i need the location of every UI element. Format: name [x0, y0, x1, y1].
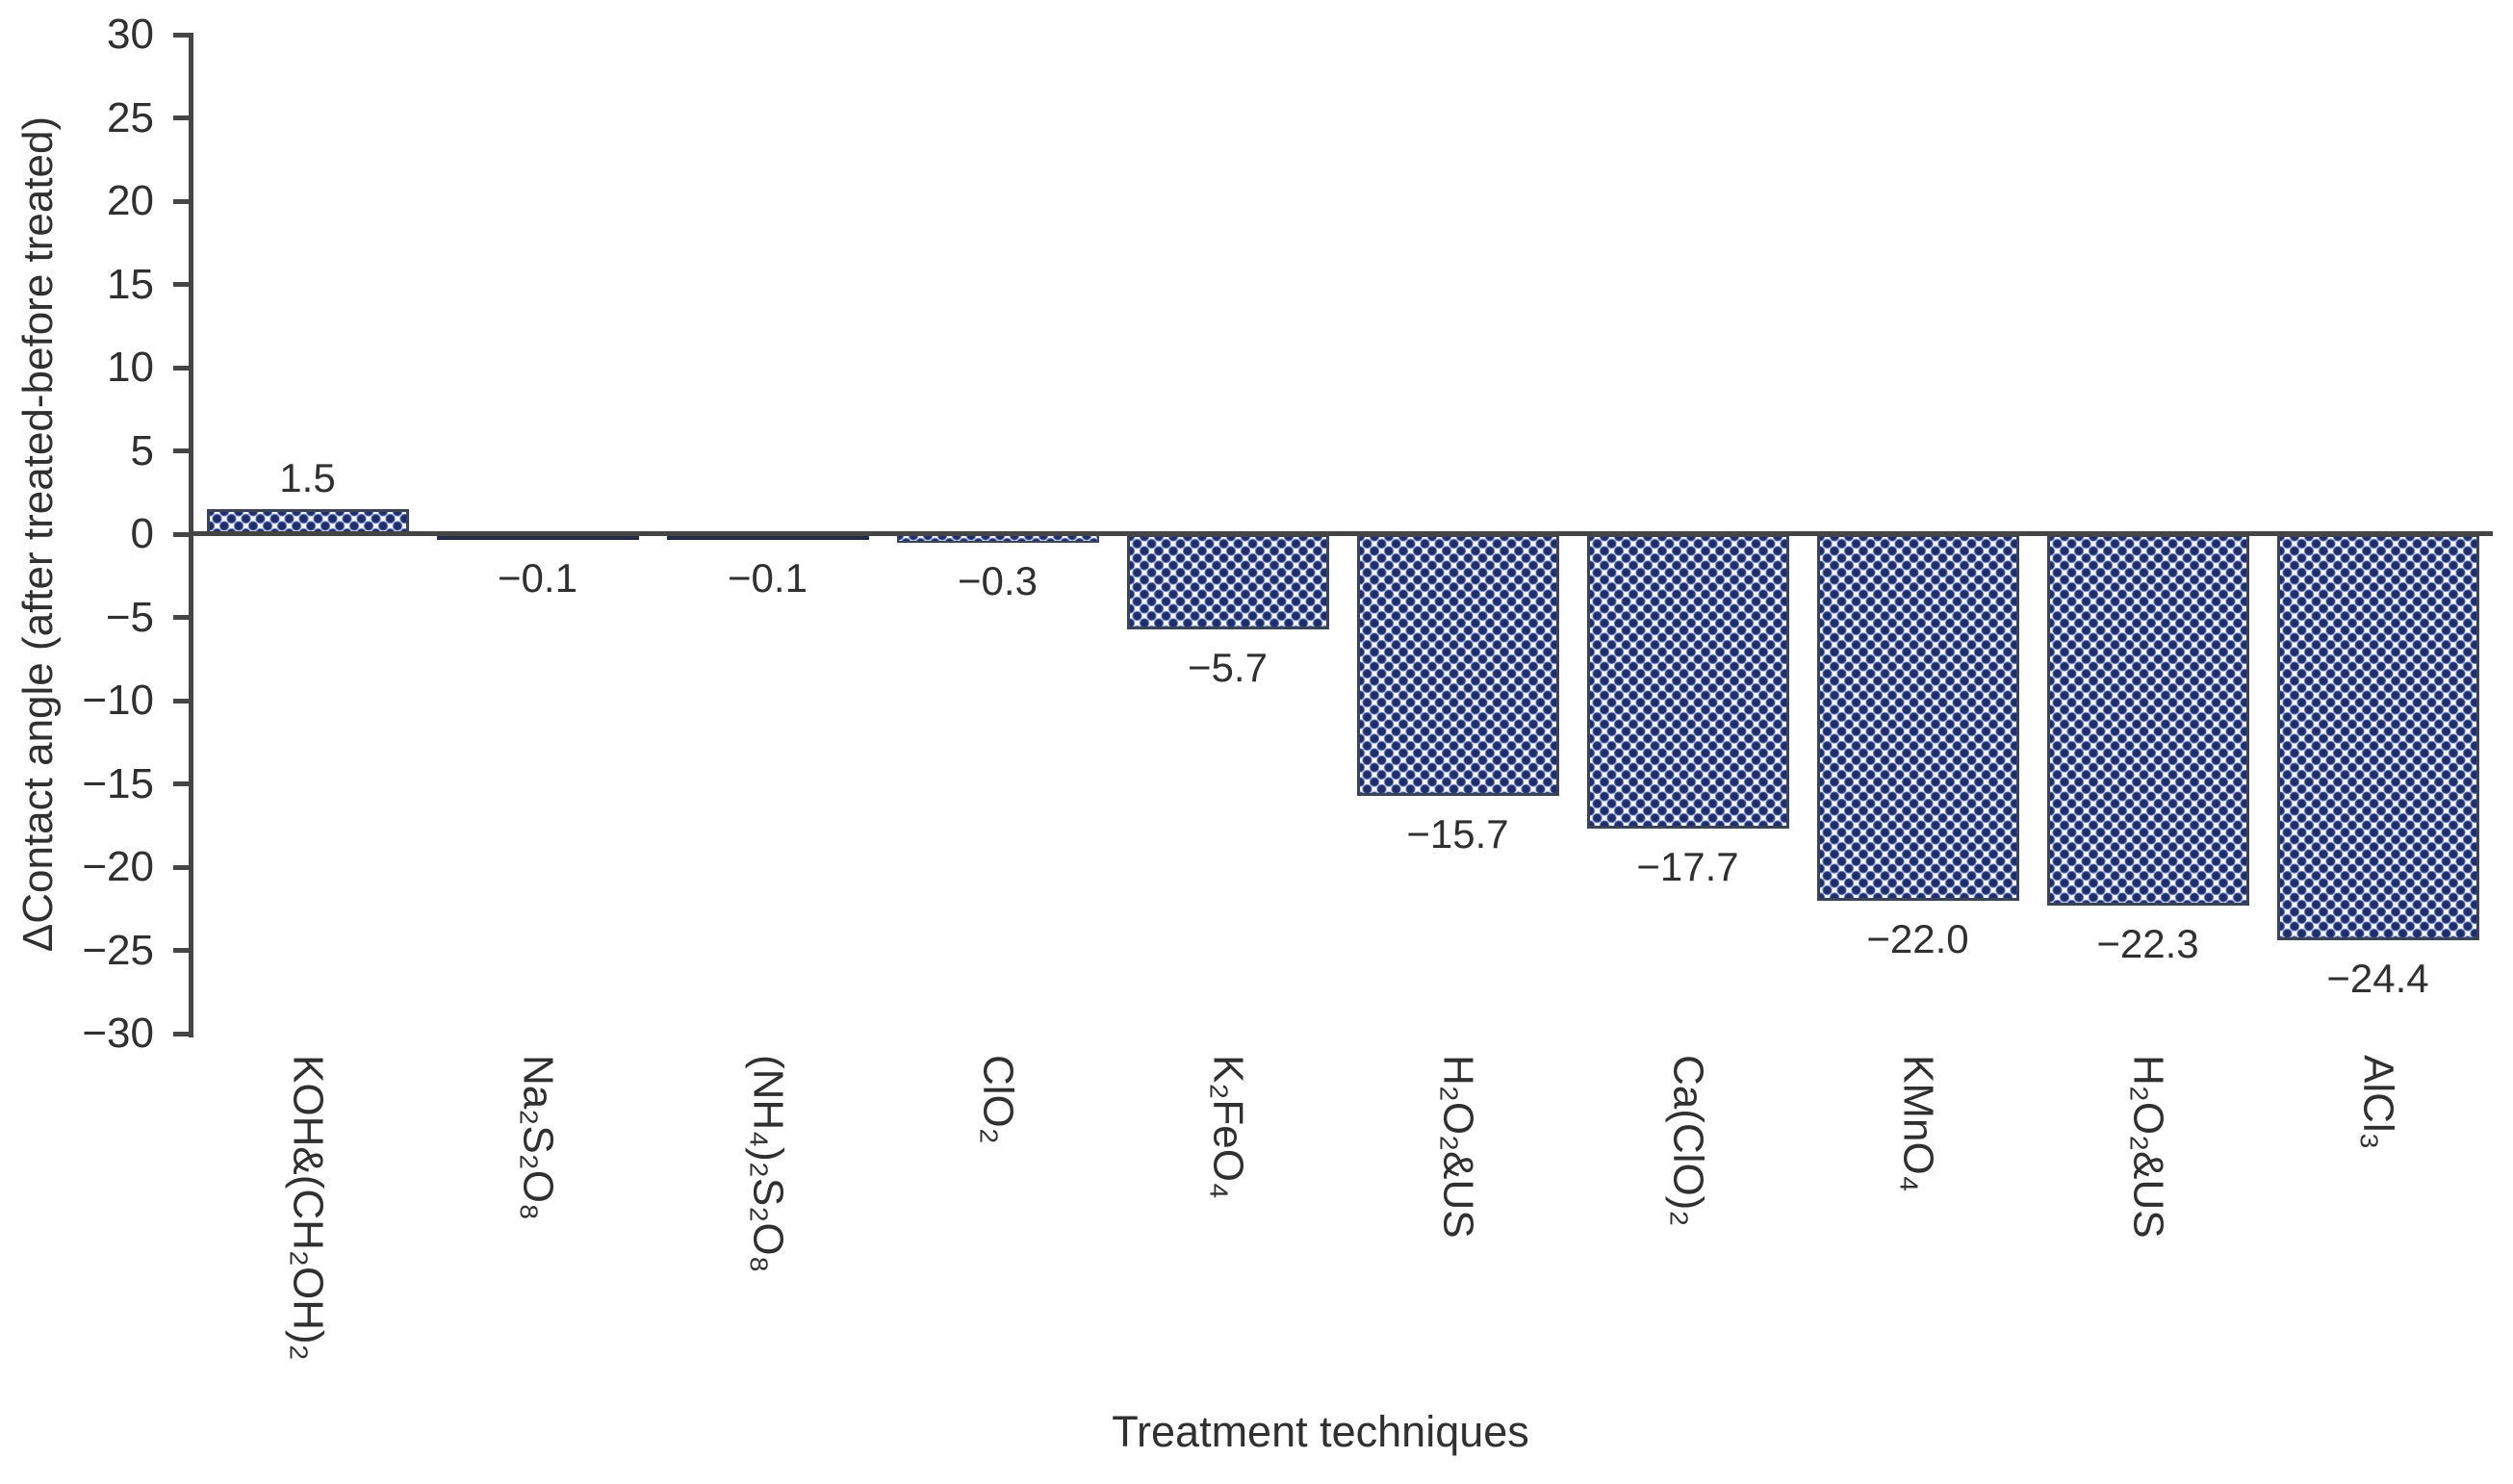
y-tick-label: 5 [130, 426, 154, 474]
bar-6 [1356, 534, 1559, 796]
bar-3 [666, 534, 869, 540]
bar-9 [2046, 534, 2249, 906]
bar-2 [436, 534, 639, 540]
y-tick-label: −5 [105, 593, 154, 641]
value-label-6: −15.7 [1406, 810, 1509, 857]
y-tick-label: 25 [107, 93, 154, 141]
y-tick-mark [173, 115, 189, 120]
y-tick-label: 30 [107, 11, 154, 58]
value-label-4: −0.3 [958, 558, 1038, 603]
y-tick-mark [173, 948, 189, 953]
y-tick-label: −20 [82, 843, 154, 890]
y-tick-mark [173, 781, 189, 786]
category-label-4: ClO₂ [974, 1055, 1022, 1144]
category-label-6: H₂O₂&US [1434, 1055, 1482, 1239]
y-tick-mark [173, 1031, 189, 1036]
value-label-5: −5.7 [1188, 644, 1268, 690]
y-tick-label: −30 [82, 1010, 154, 1057]
bar-8 [1816, 534, 2019, 901]
y-tick-mark [173, 198, 189, 204]
category-label-7: Ca(ClO)₂ [1664, 1055, 1712, 1227]
bar-10 [2276, 534, 2479, 941]
category-label-1: KOH&(CH₂OH)₂ [284, 1055, 332, 1361]
y-tick-label: −25 [82, 926, 154, 974]
zero-baseline [189, 531, 2493, 536]
bar-5 [1126, 534, 1329, 629]
value-label-8: −22.0 [1866, 915, 1969, 961]
y-tick-mark [173, 698, 189, 704]
category-label-3: (NH₄)₂S₂O₈ [744, 1055, 792, 1273]
value-label-7: −17.7 [1636, 844, 1739, 890]
x-axis-title: Treatment techniques [1112, 1407, 1529, 1456]
value-label-2: −0.1 [498, 555, 577, 601]
y-tick-mark [173, 365, 189, 371]
y-tick-label: 20 [107, 177, 154, 224]
bar-7 [1586, 534, 1789, 830]
value-label-3: −0.1 [728, 555, 808, 601]
category-label-8: KMnO₄ [1894, 1055, 1942, 1192]
y-tick-mark [173, 531, 189, 537]
y-tick-mark [173, 448, 189, 453]
y-tick-label: 15 [107, 260, 154, 308]
category-label-9: H₂O₂&US [2124, 1055, 2172, 1239]
y-tick-label: −15 [82, 759, 154, 807]
category-label-2: Na₂S₂O₈ [514, 1055, 562, 1221]
value-label-10: −24.4 [2326, 956, 2429, 1002]
y-tick-label: 0 [130, 510, 154, 557]
y-tick-mark [173, 615, 189, 620]
y-tick-label: −10 [82, 677, 154, 724]
y-tick-mark [173, 282, 189, 287]
value-label-1: 1.5 [279, 455, 336, 501]
category-label-10: AlCl₃ [2354, 1055, 2402, 1150]
category-label-5: K₂FeO₄ [1204, 1055, 1252, 1199]
y-tick-mark [173, 32, 189, 38]
value-label-9: −22.3 [2096, 920, 2199, 966]
y-tick-mark [173, 864, 189, 870]
y-tick-label: 10 [107, 344, 154, 391]
